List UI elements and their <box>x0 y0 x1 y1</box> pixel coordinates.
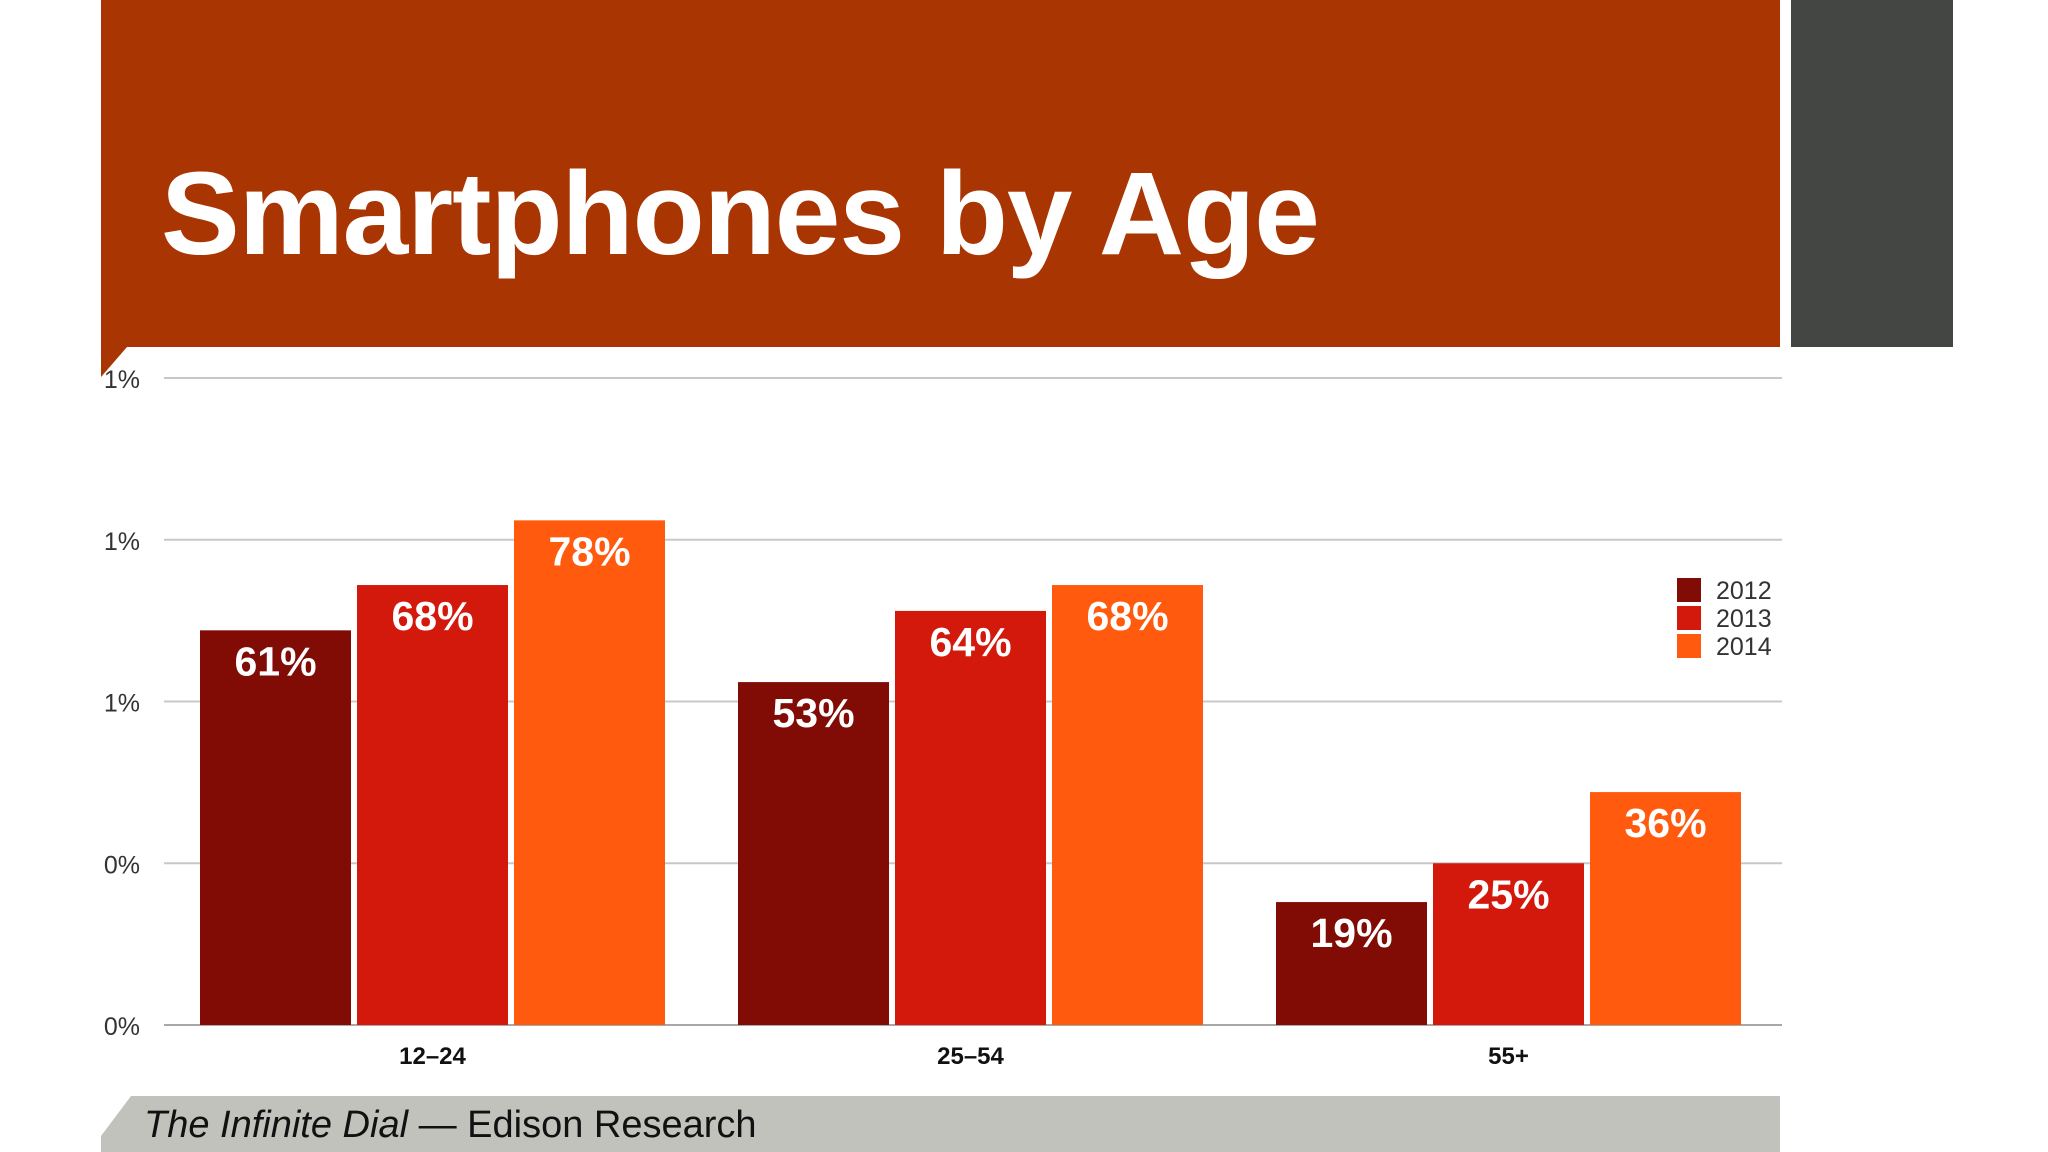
title-banner-notch <box>101 347 127 377</box>
x-tick-label: 12–24 <box>399 1043 466 1070</box>
y-tick-label: 1% <box>104 366 140 394</box>
y-tick-label: 1% <box>104 690 140 718</box>
bar-2012-2 <box>1276 902 1427 1025</box>
y-tick-label: 0% <box>104 851 140 879</box>
page-title: Smartphones by Age <box>161 148 1320 280</box>
side-decorative-block <box>1791 0 1953 347</box>
data-label: 36% <box>1624 800 1706 846</box>
bar-2014-0 <box>514 520 665 1025</box>
footer-separator: — <box>408 1104 468 1146</box>
legend-label: 2012 <box>1716 577 1772 605</box>
y-tick-label: 0% <box>104 1013 140 1041</box>
bars <box>200 520 1741 1025</box>
bar-2013-0 <box>357 585 508 1025</box>
bar-2012-0 <box>200 630 351 1025</box>
x-axis-ticks: 12–24 25–54 55+ <box>399 1043 1529 1070</box>
legend-swatch-2013 <box>1677 606 1701 630</box>
bar-2013-1 <box>895 610 1046 1025</box>
data-label: 68% <box>1086 593 1168 639</box>
data-label: 68% <box>391 593 473 639</box>
data-label: 64% <box>929 619 1011 665</box>
footer-publication: The Infinite Dial <box>144 1104 409 1146</box>
data-label: 61% <box>234 638 316 684</box>
legend-label: 2013 <box>1716 605 1772 633</box>
data-labels: 61% 68% 78% 53% 64% 68% 19% 25% 36% <box>234 528 1706 956</box>
y-axis-ticks: 0% 0% 1% 1% 1% <box>104 366 140 1041</box>
bar-2012-1 <box>738 682 889 1025</box>
data-label: 53% <box>772 690 854 736</box>
title-banner <box>101 0 1780 347</box>
footer-source: The Infinite Dial — Edison Research <box>144 1104 757 1147</box>
data-label: 78% <box>548 528 630 574</box>
legend-swatch-2014 <box>1677 634 1701 658</box>
bar-2014-1 <box>1052 585 1203 1025</box>
data-label: 19% <box>1310 910 1392 956</box>
data-label: 25% <box>1467 871 1549 917</box>
footer-bar <box>101 1096 1780 1152</box>
bar-2014-2 <box>1590 792 1741 1025</box>
x-tick-label: 55+ <box>1488 1043 1529 1070</box>
y-tick-label: 1% <box>104 528 140 556</box>
x-tick-label: 25–54 <box>937 1043 1004 1070</box>
bar-2013-2 <box>1433 863 1584 1025</box>
footer-source-name: Edison Research <box>467 1104 757 1146</box>
legend-swatch-2012 <box>1677 578 1701 602</box>
legend-label: 2014 <box>1716 633 1772 661</box>
